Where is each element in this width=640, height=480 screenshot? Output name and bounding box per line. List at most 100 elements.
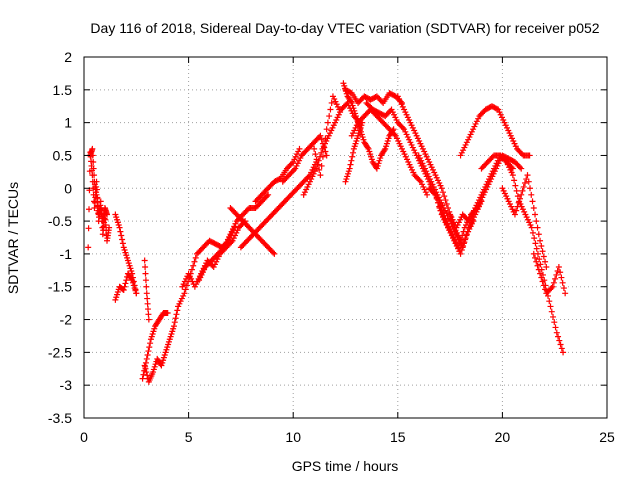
data-point [158,362,165,369]
data-point [524,216,531,223]
data-point [417,140,424,147]
data-point [463,139,470,146]
data-point [512,143,519,150]
data-point [294,160,301,167]
data-point [509,206,516,213]
data-point [446,225,453,232]
data-point [484,178,491,185]
data-point [383,140,390,147]
data-point [355,130,362,137]
data-point [143,283,150,290]
data-point [503,193,510,200]
data-point [483,181,490,188]
data-point [131,282,138,289]
data-point [168,330,175,337]
data-point [197,274,204,281]
data-point [185,270,192,277]
data-point [317,172,324,179]
data-point [482,183,489,190]
data-point [493,160,500,167]
data-point [129,274,136,281]
data-point [322,148,329,155]
data-point [428,178,435,185]
data-point [433,174,440,181]
data-point [114,291,121,298]
data-point [232,220,239,227]
data-point [407,164,414,171]
data-point [451,236,458,243]
data-point [313,156,320,163]
data-point [492,162,499,169]
data-point [333,117,340,124]
data-point [318,136,325,143]
data-point [139,375,146,382]
x-tick-label: 0 [80,429,88,445]
data-point [502,157,509,164]
data-point [143,290,150,297]
data-point [175,303,182,310]
data-point [160,357,167,364]
data-point [491,165,498,172]
data-point [151,363,158,370]
data-point [460,228,467,235]
data-point [455,244,462,251]
data-point [455,219,462,226]
data-point [462,235,469,242]
data-point [479,189,486,196]
data-point [85,244,92,251]
data-point [450,219,457,226]
data-point [144,300,151,307]
y-tick-label: -1.5 [48,279,72,295]
data-point [91,204,98,211]
data-point [505,198,512,205]
data-point [190,262,197,269]
data-point [91,172,98,179]
data-point [224,236,231,243]
data-point [508,203,515,210]
data-point [553,271,560,278]
data-point [446,208,453,215]
data-point [447,211,454,218]
data-point [465,218,472,225]
data-point [494,157,501,164]
data-point [496,109,503,116]
data-point [367,151,374,158]
data-point [323,138,330,145]
data-point [487,173,494,180]
data-point [548,308,555,315]
data-point [437,182,444,189]
data-point [417,178,424,185]
data-point [234,227,241,234]
data-point [306,178,313,185]
data-point [489,168,496,175]
data-point [458,246,465,253]
data-point [229,237,236,244]
x-tick-label: 25 [599,429,615,445]
data-point [408,122,415,129]
data-point [514,203,521,210]
data-point [230,235,237,242]
data-point [470,207,477,214]
data-point [353,138,360,145]
data-point [376,157,383,164]
data-point [430,183,437,190]
data-point [271,250,278,257]
y-tick-label: 1 [64,115,72,131]
data-point [129,270,136,277]
x-tick-label: 10 [285,429,301,445]
data-point [374,162,381,169]
data-point [112,211,119,218]
data-point [444,220,451,227]
data-point [231,223,238,230]
data-point [150,366,157,373]
data-point [145,306,152,313]
data-point [191,283,198,290]
data-point [457,216,464,223]
data-point [518,165,525,172]
data-point [429,181,436,188]
data-point [486,176,493,183]
data-point [343,176,350,183]
data-point [123,277,130,284]
data-point [305,181,312,188]
plot-frame [83,56,608,419]
